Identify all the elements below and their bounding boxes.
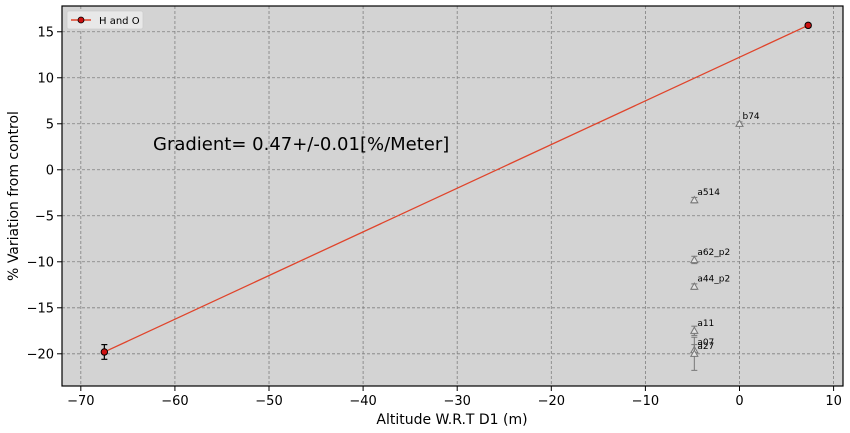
point-label: a44_p2 (697, 275, 730, 285)
data-point (804, 21, 812, 30)
legend-box (66, 10, 144, 30)
x-tick-label: −40 (349, 394, 376, 409)
data-point-triangle (689, 326, 699, 334)
y-tick-label: −5 (35, 209, 54, 224)
legend-marker (77, 16, 85, 24)
y-tick-label: 15 (37, 25, 54, 40)
x-tick-label: −60 (161, 394, 188, 409)
x-tick-label: −10 (632, 394, 659, 409)
grid (62, 6, 843, 386)
y-tick-label: 10 (37, 71, 54, 86)
data-point-triangle (689, 255, 699, 264)
x-tick-label: −20 (538, 394, 565, 409)
data-point-triangle (689, 195, 699, 204)
point-label: a514 (697, 188, 720, 198)
x-tick-label: −70 (67, 394, 94, 409)
gradient-annotation: Gradient= 0.47+/-0.01[%/Meter] (153, 134, 449, 155)
x-axis-title: Altitude W.R.T D1 (m) (376, 412, 527, 428)
point-label: a07 (697, 338, 714, 348)
point-label: a27 (697, 342, 714, 352)
point-label: b74 (742, 112, 759, 122)
point-label: a62_p2 (697, 248, 730, 258)
plot-frame (61, 5, 844, 387)
y-tick-label: 5 (46, 117, 54, 132)
legend-label: H and O (99, 16, 140, 27)
y-axis-ticks: −20 −15 −10 −5 0 5 10 15 (27, 25, 62, 362)
point-label: a11 (697, 319, 714, 329)
y-tick-label: −15 (27, 301, 54, 316)
y-axis-title: % Variation from control (6, 111, 22, 281)
data-point-triangle (735, 119, 744, 127)
data-point-triangle (689, 349, 699, 357)
y-tick-label: 0 (46, 163, 54, 178)
x-tick-label: −30 (443, 394, 470, 409)
fit-line (104, 24, 809, 353)
data-point (100, 348, 109, 356)
legend: H and O (66, 10, 144, 30)
y-tick-label: −20 (27, 347, 54, 362)
x-axis-ticks: −70 −60 −50 −40 −30 −20 −10 0 10 (67, 386, 842, 409)
x-tick-label: 0 (735, 394, 743, 409)
data-point-triangle (689, 282, 699, 290)
x-tick-label: −50 (255, 394, 282, 409)
x-tick-label: 10 (825, 394, 842, 409)
y-tick-label: −10 (27, 255, 54, 270)
